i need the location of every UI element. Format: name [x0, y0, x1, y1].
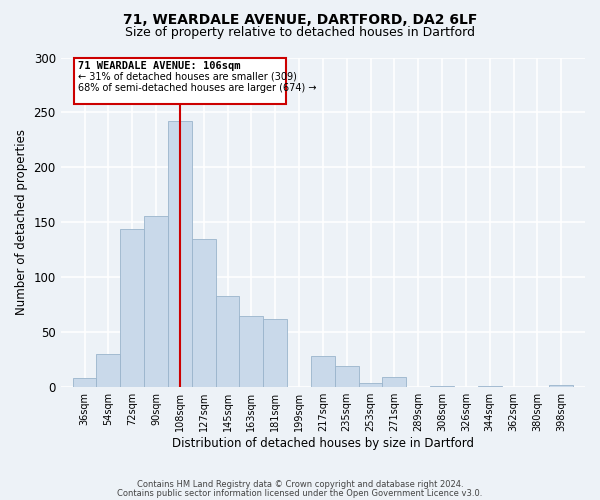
- Bar: [478, 386, 502, 387]
- Text: 68% of semi-detached houses are larger (674) →: 68% of semi-detached houses are larger (…: [78, 83, 316, 93]
- FancyBboxPatch shape: [74, 58, 286, 104]
- Bar: [120, 229, 144, 387]
- Bar: [192, 239, 215, 387]
- Bar: [359, 383, 382, 387]
- Bar: [263, 319, 287, 387]
- X-axis label: Distribution of detached houses by size in Dartford: Distribution of detached houses by size …: [172, 437, 474, 450]
- Bar: [97, 354, 120, 387]
- Bar: [382, 378, 406, 387]
- Bar: [168, 121, 192, 387]
- Text: 71, WEARDALE AVENUE, DARTFORD, DA2 6LF: 71, WEARDALE AVENUE, DARTFORD, DA2 6LF: [123, 12, 477, 26]
- Bar: [311, 356, 335, 387]
- Text: Size of property relative to detached houses in Dartford: Size of property relative to detached ho…: [125, 26, 475, 39]
- Bar: [215, 296, 239, 387]
- Bar: [144, 216, 168, 387]
- Text: 71 WEARDALE AVENUE: 106sqm: 71 WEARDALE AVENUE: 106sqm: [78, 61, 241, 71]
- Text: ← 31% of detached houses are smaller (309): ← 31% of detached houses are smaller (30…: [78, 72, 297, 82]
- Bar: [73, 378, 97, 387]
- Bar: [335, 366, 359, 387]
- Bar: [549, 385, 573, 387]
- Text: Contains public sector information licensed under the Open Government Licence v3: Contains public sector information licen…: [118, 488, 482, 498]
- Bar: [239, 316, 263, 387]
- Bar: [430, 386, 454, 387]
- Text: Contains HM Land Registry data © Crown copyright and database right 2024.: Contains HM Land Registry data © Crown c…: [137, 480, 463, 489]
- Y-axis label: Number of detached properties: Number of detached properties: [15, 130, 28, 316]
